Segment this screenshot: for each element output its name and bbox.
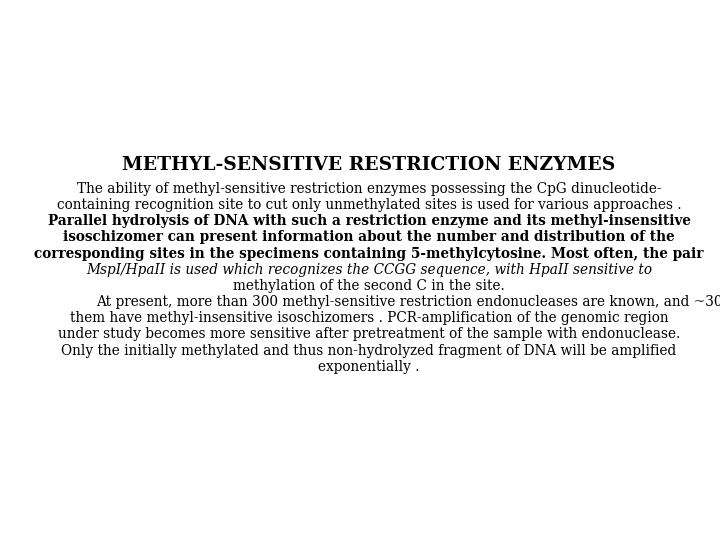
Text: isoschizomer can present information about the number and distribution of the: isoschizomer can present information abo… [63, 231, 675, 244]
Text: At present, more than 300 methyl-sensitive restriction endonucleases are known, : At present, more than 300 methyl-sensiti… [96, 295, 720, 309]
Text: The ability of methyl-sensitive restriction enzymes possessing the CpG dinucleot: The ability of methyl-sensitive restrict… [77, 182, 661, 196]
Text: METHYL-SENSITIVE RESTRICTION ENZYMES: METHYL-SENSITIVE RESTRICTION ENZYMES [122, 156, 616, 174]
Text: MspI/HpaII is used which recognizes the CCGG sequence, with HpaII sensitive to: MspI/HpaII is used which recognizes the … [86, 262, 652, 276]
Text: corresponding sites in the specimens containing 5-methylcytosine. Most often, th: corresponding sites in the specimens con… [35, 247, 703, 260]
Text: them have methyl-insensitive isoschizomers . PCR-amplification of the genomic re: them have methyl-insensitive isoschizome… [70, 311, 668, 325]
Text: Parallel hydrolysis of DNA with such a restriction enzyme and its methyl-insensi: Parallel hydrolysis of DNA with such a r… [48, 214, 690, 228]
Text: containing recognition site to cut only unmethylated sites is used for various a: containing recognition site to cut only … [57, 198, 681, 212]
Text: methylation of the second C in the site.: methylation of the second C in the site. [233, 279, 505, 293]
Text: exponentially .: exponentially . [318, 360, 420, 374]
Text: Only the initially methylated and thus non-hydrolyzed fragment of DNA will be am: Only the initially methylated and thus n… [61, 343, 677, 357]
Text: under study becomes more sensitive after pretreatment of the sample with endonuc: under study becomes more sensitive after… [58, 327, 680, 341]
